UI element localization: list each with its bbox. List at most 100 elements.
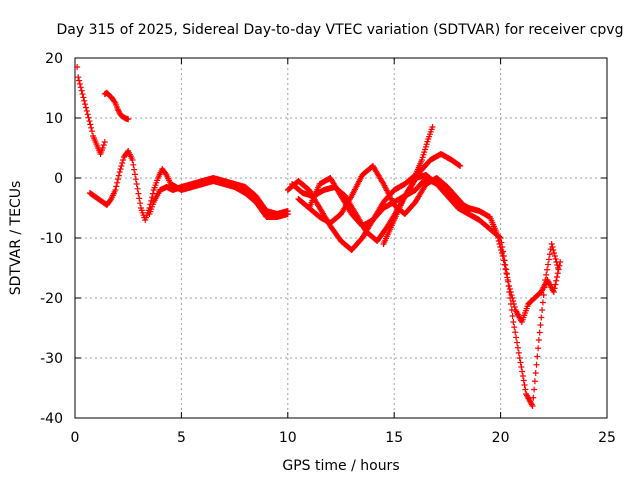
data-points	[74, 64, 564, 409]
data-point	[521, 382, 528, 388]
data-point	[77, 84, 84, 91]
data-point	[457, 163, 464, 169]
data-point	[347, 194, 354, 201]
data-point	[510, 301, 517, 307]
x-tick-label: 20	[492, 430, 510, 446]
x-tick-label: 15	[385, 430, 403, 446]
data-point	[75, 74, 82, 81]
data-point	[508, 292, 515, 298]
data-point	[516, 355, 523, 361]
data-point	[551, 253, 558, 259]
data-point	[514, 339, 521, 346]
data-point	[129, 157, 136, 163]
data-point	[82, 104, 89, 111]
data-point	[545, 256, 552, 263]
data-point	[114, 176, 121, 183]
data-point	[556, 262, 563, 269]
data-point	[511, 304, 518, 310]
y-tick-label: 10	[45, 111, 63, 127]
data-point	[539, 307, 546, 313]
data-point	[506, 286, 513, 292]
data-point	[284, 208, 291, 214]
data-point	[543, 271, 550, 278]
data-point	[550, 289, 557, 295]
data-point	[501, 261, 508, 268]
data-point	[86, 118, 93, 125]
data-point	[530, 394, 537, 401]
data-point	[76, 77, 83, 84]
data-point	[494, 232, 501, 238]
data-point	[546, 251, 553, 258]
x-axis-label: GPS time / hours	[282, 458, 399, 474]
data-point	[537, 322, 544, 328]
data-point	[496, 241, 503, 247]
data-point	[552, 281, 559, 288]
data-point	[529, 403, 536, 409]
data-point	[494, 235, 501, 241]
chart-title: Day 315 of 2025, Sidereal Day-to-day VTE…	[57, 22, 624, 38]
data-point	[551, 250, 558, 256]
data-point	[505, 278, 512, 285]
data-point	[424, 138, 431, 145]
data-point	[112, 187, 119, 193]
data-point	[551, 285, 558, 292]
data-point	[517, 359, 524, 366]
data-point	[535, 337, 542, 343]
data-point	[515, 349, 522, 356]
data-point	[539, 299, 546, 306]
data-point	[518, 364, 525, 370]
data-point	[118, 163, 125, 169]
data-point	[116, 169, 123, 175]
x-tick-label: 0	[71, 430, 80, 446]
data-point	[422, 143, 429, 150]
data-point	[519, 373, 526, 379]
data-point	[136, 195, 143, 202]
data-point	[552, 256, 559, 262]
data-point	[114, 179, 121, 186]
data-point	[84, 111, 91, 118]
x-tick-label: 5	[177, 430, 186, 446]
data-point	[120, 157, 127, 163]
data-point	[81, 97, 88, 104]
data-point	[76, 80, 83, 87]
data-point	[379, 179, 386, 186]
data-point	[420, 151, 427, 158]
data-point	[553, 274, 560, 280]
data-point	[512, 329, 519, 336]
data-point	[87, 121, 94, 128]
data-point	[133, 181, 140, 187]
axis-ticks	[74, 57, 608, 419]
data-point	[135, 190, 142, 197]
y-tick-label: -20	[40, 291, 63, 307]
data-point	[531, 378, 538, 385]
data-point	[557, 259, 564, 265]
data-point	[498, 250, 505, 256]
data-point	[79, 91, 86, 98]
data-point	[510, 298, 517, 304]
data-point	[498, 247, 505, 253]
x-tick-label: 10	[279, 430, 297, 446]
data-point	[513, 334, 520, 341]
x-tick-label: 25	[598, 430, 616, 446]
data-point	[535, 345, 542, 352]
data-point	[522, 386, 529, 393]
y-tick-label: -30	[40, 351, 63, 367]
data-point	[115, 172, 122, 179]
data-point	[533, 361, 540, 368]
data-point	[78, 87, 85, 94]
data-point	[497, 244, 504, 250]
data-point	[550, 247, 557, 253]
data-point	[536, 329, 543, 336]
data-point	[149, 190, 156, 197]
data-point	[514, 344, 521, 351]
data-point	[113, 183, 120, 190]
data-point	[540, 292, 547, 298]
data-point	[520, 377, 527, 384]
y-axis-label: SDTVAR / TECUs	[8, 181, 24, 296]
data-point	[532, 370, 539, 376]
data-point	[549, 244, 556, 250]
y-tick-label: 0	[54, 171, 63, 187]
y-tick-label: -10	[40, 231, 63, 247]
data-point	[137, 200, 144, 207]
